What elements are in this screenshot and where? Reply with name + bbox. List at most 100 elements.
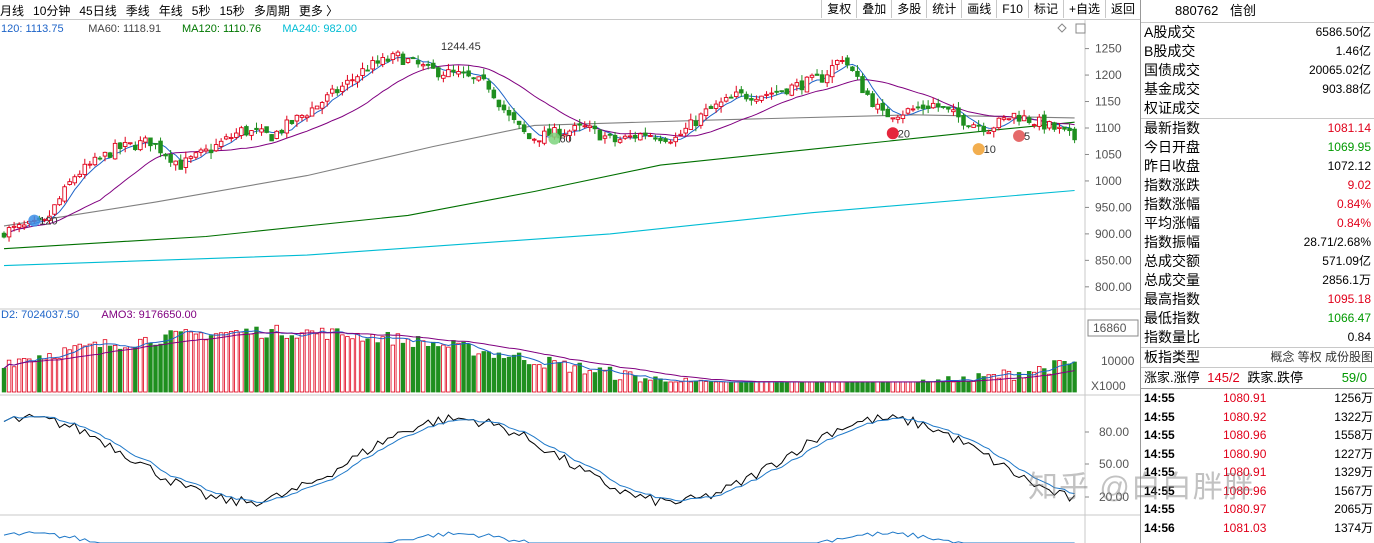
- candle-body: [390, 53, 396, 61]
- tick-time: 14:55: [1144, 502, 1175, 516]
- tick-price: 1081.03: [1223, 520, 1267, 535]
- volume-bar: [284, 337, 289, 393]
- candle-body: [986, 131, 992, 135]
- volume-bar: [11, 366, 17, 393]
- stat-label: 基金成交: [1144, 81, 1200, 97]
- candle-body: [809, 74, 815, 78]
- candle-body: [648, 135, 653, 137]
- board-type-tags[interactable]: 概念 等权 成份股图: [1270, 350, 1373, 364]
- volume-bar: [385, 332, 390, 393]
- candle-body: [860, 76, 865, 94]
- candle-body: [905, 108, 911, 114]
- candle-body: [769, 92, 774, 95]
- volume-bar: [532, 364, 537, 393]
- candle-body: [496, 99, 502, 108]
- candle-body: [840, 60, 845, 62]
- candle-body: [617, 139, 623, 143]
- period-5[interactable]: 5秒: [191, 4, 211, 18]
- candle-body: [67, 181, 72, 185]
- volume-bar: [123, 347, 128, 393]
- volume-bar: [163, 334, 168, 393]
- period-6[interactable]: 15秒: [219, 4, 245, 18]
- volume-bar: [905, 381, 911, 393]
- candle-body: [865, 90, 870, 95]
- stat-row-b9: 最高指数 1095.18: [1141, 290, 1374, 309]
- tool-1[interactable]: 叠加: [856, 0, 891, 18]
- ma-cross-badge: [1013, 129, 1026, 142]
- period-7[interactable]: 多周期: [253, 4, 290, 18]
- quote-panel: 880762 信创 A股成交 6586.50亿 B股成交 1.46亿 国债成交 20065…: [1140, 0, 1374, 543]
- volume-bar: [961, 376, 966, 393]
- candle-body: [511, 112, 517, 121]
- volume-bar: [57, 358, 62, 393]
- candle-body: [350, 79, 355, 82]
- candle-body: [122, 141, 128, 147]
- tool-0[interactable]: 复权: [821, 0, 856, 18]
- period-3[interactable]: 季线: [125, 4, 150, 18]
- volume-bar: [37, 355, 42, 393]
- volume-bar: [168, 330, 173, 393]
- ma-line-ma240: [3, 189, 1075, 267]
- tool-6[interactable]: 标记: [1027, 0, 1063, 18]
- volume-bar: [279, 335, 284, 393]
- period-1[interactable]: 10分钟: [33, 4, 71, 18]
- volume-bar: [511, 354, 517, 393]
- tool-5[interactable]: F10: [996, 0, 1028, 18]
- volume-bar: [1067, 363, 1072, 393]
- candle-body: [82, 163, 88, 175]
- up-value: 145/2: [1207, 370, 1240, 385]
- stat-row-a3: 基金成交 903.88亿: [1141, 80, 1374, 99]
- candle-body: [542, 130, 547, 144]
- tool-3[interactable]: 统计: [926, 0, 961, 18]
- volume-bar: [860, 381, 865, 393]
- tick-row: 14:55 1080.96 1567万: [1141, 482, 1374, 501]
- tool-4[interactable]: 画线: [961, 0, 996, 18]
- candle-body: [365, 69, 370, 72]
- price-tick-label: 1050: [1095, 147, 1122, 161]
- tool-7[interactable]: +自选: [1062, 0, 1105, 18]
- volume-bar: [527, 364, 532, 393]
- period-4[interactable]: 年线: [158, 4, 183, 18]
- candle-body: [1072, 128, 1077, 141]
- stat-value: 1081.14: [1327, 121, 1371, 135]
- candle-body: [213, 144, 219, 152]
- candle-body: [1057, 126, 1062, 129]
- kline-chart[interactable]: 800.00 850.00 900.00 950.00 1000 1050 1100 1150…: [0, 20, 1140, 543]
- volume-bar: [1026, 371, 1032, 393]
- stat-row-b0: 最新指数 1081.14: [1141, 119, 1374, 138]
- volume-bar: [1072, 361, 1077, 393]
- volume-bar: [981, 376, 986, 393]
- candle-body: [1, 232, 7, 238]
- volume-bar: [956, 381, 961, 393]
- candle-body: [193, 152, 199, 158]
- volume-bar: [461, 341, 466, 393]
- period-0[interactable]: 月线: [0, 4, 25, 18]
- stat-row-a1: B股成交 1.46亿: [1141, 42, 1374, 61]
- index-stats-list: 最新指数 1081.14 今日开盘 1069.95 昨日收盘 1072.12 指数涨跌 9.0…: [1141, 118, 1374, 347]
- candle-body: [446, 69, 451, 78]
- stat-value: 1069.95: [1327, 140, 1371, 154]
- volume-bar: [309, 330, 315, 393]
- candle-body: [375, 60, 380, 64]
- period-2[interactable]: 45日线: [79, 4, 117, 18]
- volume-bar: [633, 375, 638, 393]
- volume-bar: [229, 330, 234, 393]
- candle-body: [239, 127, 244, 136]
- period-8[interactable]: 更多 〉: [298, 4, 339, 18]
- tool-2[interactable]: 多股: [891, 0, 926, 18]
- volume-bar: [1001, 369, 1007, 393]
- candle-body: [436, 67, 441, 78]
- stat-row-b11: 指数量比 0.84: [1141, 328, 1374, 347]
- candle-body: [794, 82, 800, 87]
- volume-axis-label: 10000: [1101, 354, 1135, 368]
- candle-body: [1047, 121, 1052, 129]
- panel-header: 880762 信创: [1141, 0, 1374, 23]
- tick-row: 14:55 1080.97 2065万: [1141, 500, 1374, 519]
- volume-bar: [350, 338, 355, 393]
- ma-cross-badge-label: 60: [559, 134, 571, 146]
- volume-bar: [27, 358, 32, 393]
- candle-body: [360, 68, 365, 76]
- tool-8[interactable]: 返回: [1104, 0, 1140, 18]
- volume-bar: [395, 333, 401, 393]
- legend-item: MA240: 982.00: [282, 23, 357, 35]
